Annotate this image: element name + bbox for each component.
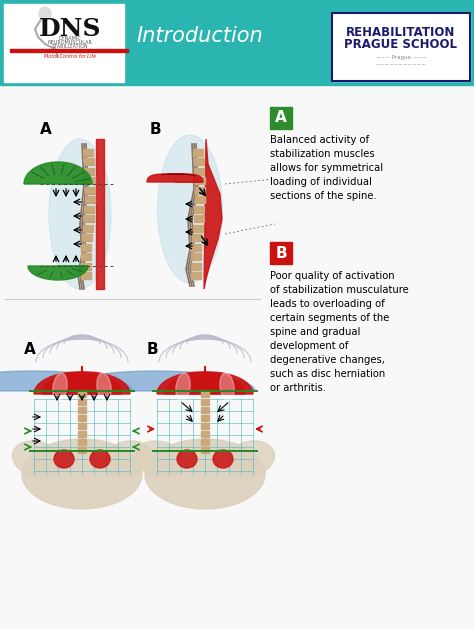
Polygon shape <box>204 139 222 289</box>
Text: STABILIZATION: STABILIZATION <box>52 45 88 50</box>
Ellipse shape <box>54 450 74 468</box>
Bar <box>191 253 201 260</box>
Text: NEUROMUSCULAR: NEUROMUSCULAR <box>47 40 92 45</box>
Bar <box>82 243 91 250</box>
Bar <box>78 407 86 413</box>
Bar <box>85 177 95 184</box>
Bar <box>194 215 204 222</box>
Bar <box>81 272 91 279</box>
Ellipse shape <box>136 441 184 477</box>
Polygon shape <box>55 371 255 391</box>
Bar <box>201 423 209 429</box>
Text: DYNAMIC: DYNAMIC <box>59 36 82 42</box>
Bar <box>78 391 86 397</box>
Text: PRAGUE SCHOOL: PRAGUE SCHOOL <box>345 38 457 52</box>
Ellipse shape <box>90 450 110 468</box>
Bar <box>191 243 201 250</box>
Polygon shape <box>0 371 132 391</box>
Text: A: A <box>24 342 36 357</box>
Bar <box>195 196 205 203</box>
Bar <box>85 196 95 203</box>
Bar <box>85 187 95 194</box>
Text: ~~~ Prague ~~~: ~~~ Prague ~~~ <box>376 55 426 60</box>
Bar <box>270 242 292 264</box>
Ellipse shape <box>12 441 62 477</box>
Polygon shape <box>42 372 130 394</box>
Text: REHABILITATION: REHABILITATION <box>346 26 456 40</box>
Text: ~~~~~~~~~~~: ~~~~~~~~~~~ <box>375 62 427 67</box>
Ellipse shape <box>49 139 111 289</box>
Bar <box>195 187 205 194</box>
Bar <box>0 85 474 629</box>
Ellipse shape <box>145 439 265 509</box>
Polygon shape <box>28 266 88 280</box>
Polygon shape <box>157 372 245 394</box>
Ellipse shape <box>177 450 197 468</box>
Ellipse shape <box>157 135 222 283</box>
Bar <box>201 407 209 413</box>
Text: Introduction: Introduction <box>137 26 264 46</box>
Text: B: B <box>275 245 287 260</box>
Bar <box>78 399 86 405</box>
Bar <box>81 253 91 260</box>
Bar <box>270 107 292 129</box>
Ellipse shape <box>22 439 142 509</box>
Bar <box>84 206 94 213</box>
Bar <box>193 148 203 155</box>
Bar <box>191 262 201 269</box>
Ellipse shape <box>226 441 274 477</box>
Bar <box>201 415 209 421</box>
Bar <box>78 447 86 453</box>
Ellipse shape <box>97 373 111 401</box>
Bar <box>194 206 204 213</box>
Polygon shape <box>147 174 203 182</box>
Bar <box>78 423 86 429</box>
Bar <box>191 272 201 279</box>
Polygon shape <box>34 372 122 394</box>
Text: DNS: DNS <box>39 17 101 41</box>
Text: Balanced activity of
stabilization muscles
allows for symmetrical
loading of ind: Balanced activity of stabilization muscl… <box>270 135 383 201</box>
Bar <box>78 415 86 421</box>
Bar <box>201 391 209 397</box>
Text: Motor Control for Life: Motor Control for Life <box>44 53 96 58</box>
Bar <box>194 158 204 165</box>
Text: A: A <box>275 111 287 126</box>
Bar <box>0 0 474 85</box>
Bar <box>4 4 124 82</box>
Bar <box>83 225 93 231</box>
Text: Poor quality of activation
of stabilization musculature
leads to overloading of
: Poor quality of activation of stabilizat… <box>270 271 409 393</box>
Bar <box>332 13 470 81</box>
Ellipse shape <box>176 373 190 401</box>
Text: B: B <box>147 342 159 357</box>
Bar <box>81 262 91 269</box>
Bar <box>201 439 209 445</box>
Bar <box>84 158 94 165</box>
Bar <box>83 148 93 155</box>
Bar <box>192 234 202 241</box>
Bar <box>78 439 86 445</box>
Ellipse shape <box>39 7 51 21</box>
Bar <box>201 431 209 437</box>
Bar <box>201 447 209 453</box>
Ellipse shape <box>213 450 233 468</box>
Bar <box>10 49 128 52</box>
Bar <box>195 177 205 184</box>
Bar <box>78 431 86 437</box>
Ellipse shape <box>102 441 152 477</box>
Text: A: A <box>40 122 52 137</box>
Text: B: B <box>150 122 162 137</box>
Bar <box>84 215 94 222</box>
Bar <box>332 13 470 81</box>
Polygon shape <box>165 372 253 394</box>
Ellipse shape <box>220 373 234 401</box>
Bar <box>193 225 203 231</box>
Ellipse shape <box>53 373 67 401</box>
Bar <box>194 167 204 174</box>
Bar <box>82 234 92 241</box>
Polygon shape <box>24 162 92 184</box>
Bar <box>84 167 94 174</box>
Polygon shape <box>96 139 104 289</box>
Bar <box>201 399 209 405</box>
